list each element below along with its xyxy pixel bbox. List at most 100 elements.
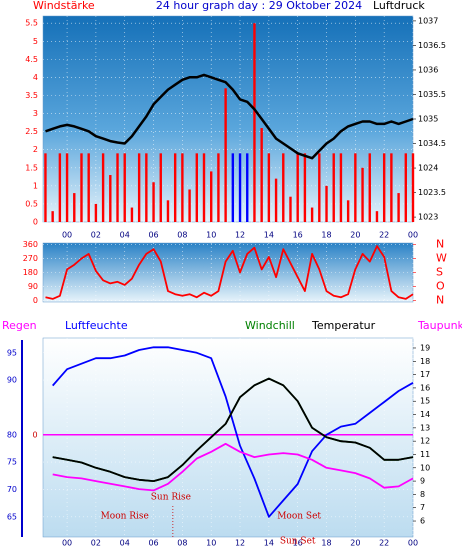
wind-bar [260, 128, 263, 222]
x-tick-label: 06 [148, 231, 158, 240]
y2-tick-label: N [436, 293, 444, 306]
y-tick-label: 270 [23, 254, 38, 263]
x-tick-label: 18 [321, 231, 331, 240]
wind-bar [73, 193, 76, 222]
wind-bar [411, 153, 415, 222]
y2-tick-label: W [436, 252, 447, 265]
legend-rain: Regen [2, 319, 37, 332]
y-tick-label: 3.5 [25, 91, 38, 100]
y-tick-label: 75 [7, 458, 17, 467]
wind-bar [94, 203, 98, 222]
y2-tick-label: O [436, 279, 445, 292]
y-tick-label: 4 [33, 73, 38, 82]
reference-label: 0 [32, 430, 37, 439]
y-tick-label: 90 [28, 282, 38, 291]
wind-bar [282, 153, 285, 222]
x-tick-label: 14 [264, 231, 274, 240]
x-tick-label: 14 [264, 539, 274, 548]
y-tick-label: 180 [23, 268, 38, 277]
plot-area [42, 15, 414, 223]
series-line [45, 245, 414, 300]
annotation: Moon Rise [101, 512, 149, 522]
y2-tick-label: S [436, 266, 443, 279]
legend-dewpoint: Taupunkt [417, 319, 462, 332]
x-tick-label: 10 [206, 231, 216, 240]
x-tick-label: 00 [408, 539, 418, 548]
wind-bar [195, 153, 198, 222]
y2-tick-label: 13 [420, 423, 430, 432]
x-tick-label: 22 [379, 231, 389, 240]
wind-bar [325, 185, 328, 222]
y2-tick-label: 8 [420, 490, 425, 499]
wind-bar [159, 153, 162, 222]
x-tick-label: 00 [62, 539, 72, 548]
chart-title: 24 hour graph day : 29 Oktober 2024 [156, 0, 362, 12]
x-tick-label: 00 [408, 231, 418, 240]
wind-bar [145, 153, 148, 222]
x-tick-label: 20 [350, 231, 360, 240]
legend-wind: Windstärke [33, 0, 95, 12]
wind-bar [116, 153, 119, 222]
wind-bar [354, 153, 357, 222]
wind-bar [137, 153, 141, 222]
wind-bar [303, 153, 307, 222]
y-tick-label: 4.5 [25, 55, 38, 64]
x-tick-label: 04 [120, 539, 130, 548]
y2-tick-label: 12 [420, 437, 430, 446]
legend-windchill: Windchill [245, 319, 295, 332]
wind-bar [397, 193, 400, 222]
y-tick-label: 95 [7, 348, 17, 357]
y-tick-label: 0 [33, 218, 38, 227]
wind-bar [123, 153, 126, 222]
y-tick-label: 70 [7, 485, 17, 494]
x-tick-label: 20 [350, 539, 360, 548]
y-tick-label: 5.5 [25, 19, 38, 28]
y-tick-label: 2.5 [25, 127, 38, 136]
x-tick-label: 08 [177, 539, 187, 548]
wind-bar [80, 153, 83, 222]
annotation: Moon Set [277, 512, 321, 522]
x-tick-label: 16 [293, 539, 303, 548]
series-line [52, 346, 414, 518]
wind-bar [310, 207, 314, 222]
x-tick-label: 02 [91, 231, 101, 240]
y2-tick-label: 15 [420, 397, 430, 406]
wind-bar [210, 171, 213, 222]
y2-tick-label: 10 [420, 463, 430, 472]
wind-bar [375, 211, 379, 222]
y-tick-label: 65 [7, 512, 17, 521]
y2-tick-label: 18 [420, 357, 430, 366]
y2-tick-label: 1036 [418, 65, 438, 74]
x-tick-label: 12 [235, 231, 245, 240]
wind-bar [130, 207, 134, 222]
y2-tick-label: 9 [420, 477, 425, 486]
annotation: Sun Set [280, 537, 316, 547]
series-line [45, 73, 414, 160]
wind-bar [267, 153, 271, 222]
series-line [52, 442, 414, 492]
wind-bar [231, 153, 235, 222]
x-tick-label: 16 [293, 231, 303, 240]
wind-bar [224, 88, 227, 222]
y2-tick-label: 1037 [418, 16, 438, 25]
wind-bar [238, 153, 242, 222]
wind-bar [332, 153, 335, 222]
wind-bar [382, 153, 386, 222]
wind-bar [361, 167, 364, 222]
x-tick-label: 08 [177, 231, 187, 240]
x-tick-label: 18 [321, 539, 331, 548]
wind-bar [181, 153, 184, 222]
y-tick-label: 80 [7, 430, 17, 439]
y2-tick-label: 17 [420, 370, 430, 379]
y2-tick-label: 14 [420, 410, 430, 419]
y2-tick-label: 1024 [418, 164, 438, 173]
wind-bar [318, 153, 321, 222]
x-tick-label: 00 [62, 231, 72, 240]
y-tick-label: 2 [33, 145, 38, 154]
wind-bar [217, 153, 220, 222]
y2-tick-label: 1035 [418, 115, 438, 124]
wind-bar [44, 153, 47, 222]
wind-bar [51, 211, 54, 222]
x-tick-label: 06 [148, 539, 158, 548]
